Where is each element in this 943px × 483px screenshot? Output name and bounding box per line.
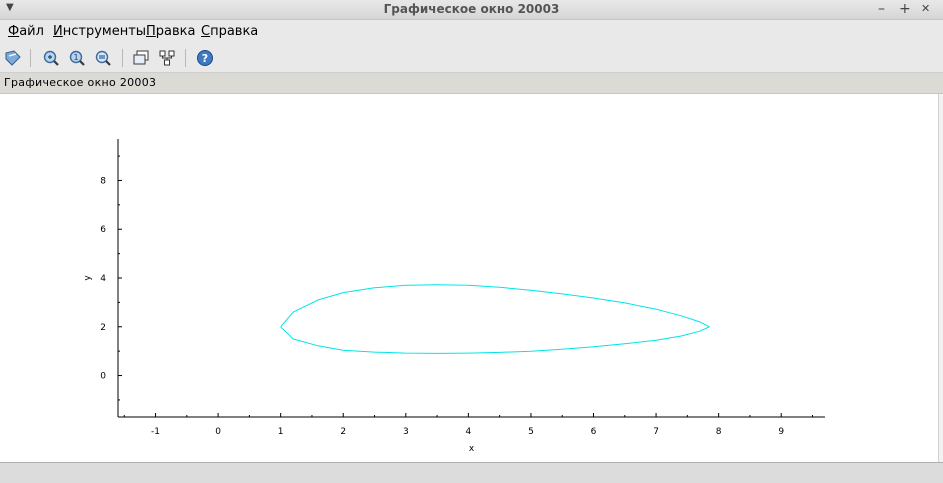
y-axis-label: y (83, 275, 93, 281)
menu-edit-label: равка (155, 24, 196, 39)
x-axis-label: x (469, 444, 475, 454)
close-icon[interactable]: ✕ (921, 2, 931, 15)
menu-file-label: айл (19, 24, 44, 39)
toolbar-separator (185, 49, 186, 67)
series-line-0 (280, 284, 710, 354)
rotate-icon[interactable] (4, 49, 22, 67)
y-tick-label: 4 (100, 274, 106, 284)
status-bar (0, 462, 943, 483)
maximize-icon[interactable]: + (899, 1, 911, 17)
menu-file-mnemonic: Ф (8, 24, 20, 39)
y-tick-label: 6 (100, 225, 106, 235)
y-tick-label: 0 (100, 372, 106, 382)
series-group (280, 284, 710, 354)
x-tick-label: 4 (466, 427, 472, 437)
y-tick-label: 2 (100, 323, 106, 333)
window-title: Графическое окно 20003 (383, 2, 560, 16)
y-tick-label: 8 (100, 176, 106, 186)
zoom-original-icon[interactable]: 1 (68, 49, 86, 67)
window-menu-icon[interactable]: ▼ (6, 2, 14, 13)
x-tick-label: 2 (340, 427, 346, 437)
help-icon[interactable]: ? (196, 49, 214, 67)
menu-tools-label: нструменты (62, 24, 147, 39)
x-tick-label: 1 (278, 427, 284, 437)
y-ticks: 0 2 4 6 8 (100, 155, 122, 401)
menu-file[interactable]: Файл (8, 24, 44, 39)
menu-edit-mnemonic: П (146, 24, 156, 39)
x-tick-label: -1 (151, 427, 160, 437)
minimize-icon[interactable]: – (878, 1, 885, 17)
x-tick-label: 8 (716, 427, 722, 437)
x-tick-label: 0 (215, 427, 221, 437)
menu-tools-mnemonic: И (53, 24, 63, 39)
menu-edit[interactable]: Правка (146, 24, 195, 39)
menu-help-label: правка (210, 24, 259, 39)
title-bar: ▼ Графическое окно 20003 – + ✕ (0, 0, 943, 20)
zoom-icon[interactable] (42, 49, 60, 67)
datatip-icon[interactable] (94, 49, 112, 67)
x-tick-label: 9 (778, 427, 784, 437)
toolbar-separator (122, 49, 123, 67)
menu-bar: Файл Инструменты Правка Справка (0, 20, 943, 44)
x-tick-label: 3 (403, 427, 409, 437)
x-ticks: -1 0 1 2 3 4 5 6 7 8 9 (123, 413, 813, 437)
right-scroll-strip[interactable] (938, 94, 943, 462)
menu-tools[interactable]: Инструменты (53, 24, 146, 39)
toolbar-separator (30, 49, 31, 67)
svg-text:1: 1 (73, 53, 78, 62)
menu-help[interactable]: Справка (201, 24, 258, 39)
svg-text:?: ? (202, 52, 208, 65)
info-bar: Графическое окно 20003 (0, 73, 943, 94)
chart[interactable]: -1 0 1 2 3 4 5 6 7 8 9 0 2 4 6 8 x y (0, 94, 938, 462)
plot-area[interactable]: -1 0 1 2 3 4 5 6 7 8 9 0 2 4 6 8 x y (0, 94, 938, 462)
pointer-icon[interactable] (158, 49, 176, 67)
info-bar-text: Графическое окно 20003 (4, 76, 157, 89)
x-tick-label: 7 (653, 427, 659, 437)
x-tick-label: 6 (591, 427, 597, 437)
toolbar: 1 ? (0, 44, 943, 73)
menu-help-mnemonic: С (201, 24, 211, 39)
x-tick-label: 5 (528, 427, 534, 437)
new-window-icon[interactable] (132, 49, 150, 67)
